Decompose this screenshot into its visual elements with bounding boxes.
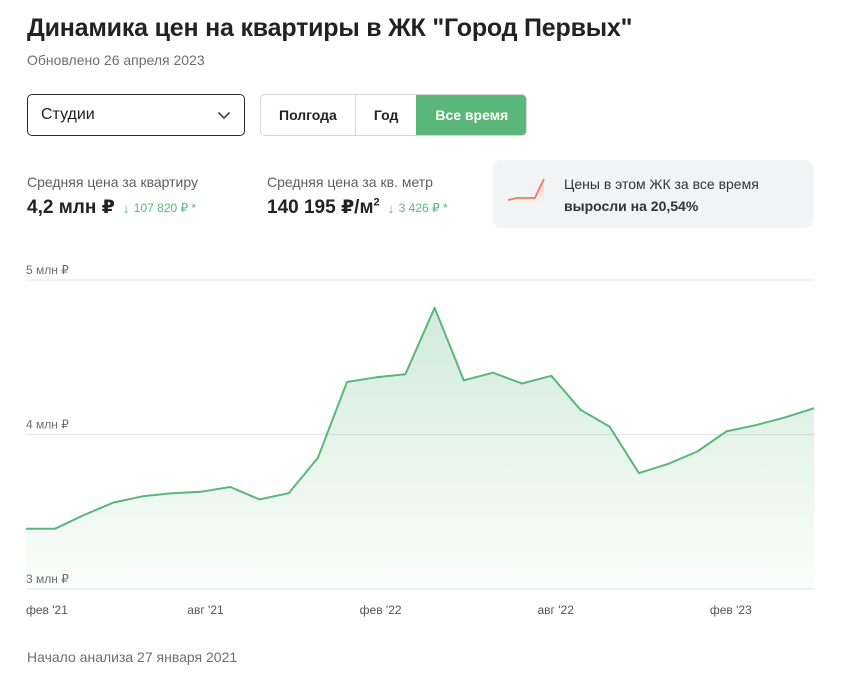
avg-sqm-stat: Средняя цена за кв. метр 140 195 ₽/м2 ↓ … <box>267 174 448 219</box>
data-point[interactable] <box>432 305 438 311</box>
data-point[interactable] <box>782 415 788 421</box>
growth-note-line2: выросли на 20,54% <box>564 198 699 214</box>
data-point[interactable] <box>140 493 146 499</box>
data-point[interactable] <box>256 496 262 502</box>
updated-date: Обновлено 26 апреля 2023 <box>27 52 205 68</box>
avg-price-value: 4,2 млн ₽ <box>27 197 115 218</box>
price-area <box>26 307 814 589</box>
data-point[interactable] <box>373 374 379 380</box>
data-point[interactable] <box>665 461 671 467</box>
price-line <box>26 306 815 530</box>
x-tick-label: авг '22 <box>538 603 575 617</box>
trend-up-icon <box>507 178 545 202</box>
x-tick-label: фев '22 <box>360 603 402 617</box>
y-tick-label: 4 млн ₽ <box>26 418 69 432</box>
period-switcher: Полгода Год Все время <box>260 94 528 136</box>
data-point[interactable] <box>198 489 204 495</box>
price-chart: 5 млн ₽ 4 млн ₽ 3 млн ₽ фев '21 авг '21 фев … <box>23 263 817 617</box>
analysis-start: Начало анализа 27 января 2021 <box>27 649 238 665</box>
data-point[interactable] <box>23 526 29 532</box>
room-type-value: Студии <box>41 106 95 123</box>
data-point[interactable] <box>519 381 525 387</box>
period-all-time-button[interactable]: Все время <box>416 95 527 135</box>
avg-price-stat: Средняя цена за квартиру 4,2 млн ₽ ↓ 107… <box>27 174 198 219</box>
avg-sqm-label: Средняя цена за кв. метр <box>267 174 433 190</box>
data-point[interactable] <box>227 484 233 490</box>
x-tick-label: авг '21 <box>187 603 224 617</box>
avg-sqm-unit-sup: 2 <box>373 196 380 209</box>
x-tick-label: фев '21 <box>26 603 68 617</box>
data-point[interactable] <box>461 377 467 383</box>
avg-sqm-delta-value: 3 426 ₽ * <box>398 201 448 215</box>
growth-note-line1: Цены в этом ЖК за все время <box>564 176 759 192</box>
chevron-down-icon <box>218 112 230 119</box>
y-tick-label: 3 млн ₽ <box>26 572 69 586</box>
data-point[interactable] <box>315 455 321 461</box>
data-point[interactable] <box>548 373 554 379</box>
data-point[interactable] <box>607 424 613 430</box>
room-type-select[interactable]: Студии <box>27 94 245 136</box>
data-point[interactable] <box>286 490 292 496</box>
data-point[interactable] <box>490 370 496 376</box>
data-point[interactable] <box>753 422 759 428</box>
x-tick-label: фев '23 <box>710 603 752 617</box>
data-point[interactable] <box>811 405 817 411</box>
data-point[interactable] <box>694 448 700 454</box>
data-point[interactable] <box>169 490 175 496</box>
avg-price-delta: ↓ 107 820 ₽ * <box>123 200 196 216</box>
data-point[interactable] <box>52 526 58 532</box>
data-point[interactable] <box>578 407 584 413</box>
avg-sqm-value: 140 195 ₽/м2 <box>267 196 380 219</box>
page-title: Динамика цен на квартиры в ЖК "Город Пер… <box>27 14 633 42</box>
avg-price-label: Средняя цена за квартиру <box>27 174 199 190</box>
growth-note: Цены в этом ЖК за все время выросли на 2… <box>493 160 813 228</box>
arrow-down-icon: ↓ <box>122 200 130 216</box>
period-year-button[interactable]: Год <box>354 95 417 135</box>
y-tick-label: 5 млн ₽ <box>26 263 69 277</box>
avg-sqm-value-text: 140 195 ₽/м <box>267 197 374 218</box>
data-point[interactable] <box>111 499 117 505</box>
period-half-year-button[interactable]: Полгода <box>279 107 337 123</box>
data-point[interactable] <box>344 379 350 385</box>
data-point[interactable] <box>636 470 642 476</box>
data-point[interactable] <box>81 512 87 518</box>
data-point[interactable] <box>723 428 729 434</box>
arrow-down-icon: ↓ <box>387 200 395 216</box>
avg-sqm-delta: ↓ 3 426 ₽ * <box>388 200 448 216</box>
avg-price-delta-value: 107 820 ₽ * <box>133 201 197 215</box>
data-point[interactable] <box>402 371 408 377</box>
